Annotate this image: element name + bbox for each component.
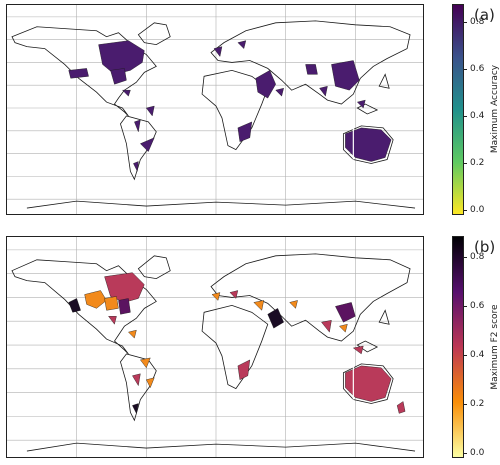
region-us-central — [104, 296, 119, 311]
region-indonesia — [352, 345, 364, 355]
f2-regions — [68, 272, 406, 415]
region-middle-east — [253, 300, 265, 311]
region-argentina — [146, 377, 155, 389]
region-mexico — [108, 316, 117, 325]
colorbar-a-tick-2: 0.4 — [463, 111, 485, 121]
region-patagonia — [132, 403, 139, 415]
colorbar-b-tick-1: 0.2 — [463, 399, 485, 409]
region-central-asia — [289, 300, 298, 309]
accuracy-regions — [68, 40, 392, 173]
region-southeast-asia — [356, 99, 366, 109]
colorbar-accuracy — [452, 4, 464, 215]
world-map-accuracy — [7, 5, 423, 214]
colorbar-b-tick-0: 0.0 — [463, 448, 485, 458]
region-patagonia — [133, 161, 139, 173]
region-chile — [132, 373, 141, 387]
graticule — [7, 5, 423, 214]
map-panel-f2-score — [6, 236, 424, 458]
colorbar-a-title: Maximum Accuracy — [490, 64, 500, 154]
region-caribbean — [121, 89, 131, 97]
region-us-pacific — [68, 298, 81, 313]
region-russia — [237, 40, 247, 49]
coastlines — [11, 20, 416, 209]
colorbar-a-tick-4: 0.8 — [463, 17, 485, 27]
region-venezuela — [128, 329, 137, 339]
region-southern-africa — [237, 121, 253, 142]
region-us-east — [118, 298, 131, 315]
region-central-asia — [305, 64, 318, 75]
region-new-zealand — [396, 401, 406, 414]
region-india — [321, 319, 332, 333]
region-arabia — [255, 70, 276, 99]
region-western-europe — [211, 292, 221, 301]
colorbar-b-tick-4: 0.8 — [463, 252, 485, 262]
region-south-america-south — [140, 137, 155, 152]
region-balkans — [229, 290, 239, 299]
region-us-east — [110, 68, 127, 85]
coastlines — [11, 253, 416, 452]
region-australia — [345, 365, 392, 402]
colorbar-a-tick-1: 0.2 — [463, 158, 485, 168]
region-indochina — [339, 323, 348, 333]
region-andes — [134, 119, 141, 133]
graticule — [7, 237, 423, 457]
region-australia — [345, 127, 392, 162]
colorbar-f2-score — [452, 236, 464, 458]
colorbar-b-title: Maximum F2 score — [490, 304, 500, 390]
region-canada-east — [104, 272, 145, 303]
region-china — [331, 60, 360, 91]
region-north-america-east — [98, 40, 145, 75]
panel-b-label: (b) — [474, 238, 496, 256]
region-scandinavia — [213, 46, 223, 57]
colorbar-b-tick-3: 0.6 — [463, 301, 485, 311]
region-us-west-interior — [84, 290, 107, 309]
region-horn — [275, 87, 284, 97]
region-us-west — [68, 68, 89, 79]
region-southern-africa — [237, 359, 251, 381]
region-south-asia — [319, 85, 328, 97]
region-brazil-south — [140, 357, 151, 369]
panel-a-label: (a) — [474, 6, 495, 24]
colorbar-a-tick-0: 0.0 — [463, 205, 485, 215]
region-arabia — [267, 308, 284, 329]
region-china-south — [335, 302, 356, 323]
colorbar-a-tick-3: 0.6 — [463, 64, 485, 74]
world-map-f2-score — [7, 237, 423, 457]
map-panel-accuracy — [6, 4, 424, 215]
colorbar-b-tick-2: 0.4 — [463, 350, 485, 360]
region-brazil-north — [145, 105, 155, 117]
